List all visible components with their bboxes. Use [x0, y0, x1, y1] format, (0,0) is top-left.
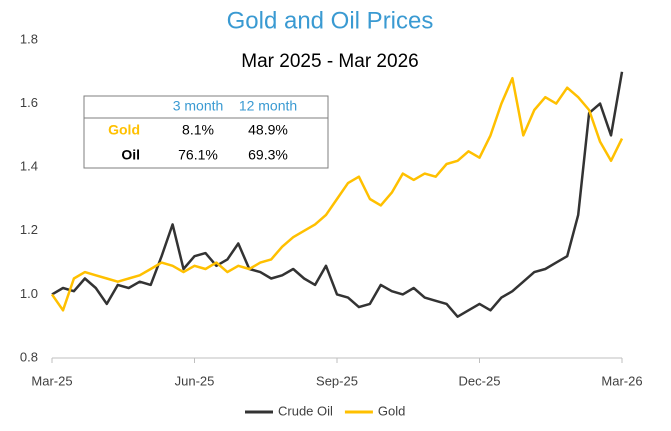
chart-subtitle: Mar 2025 - Mar 2026 — [241, 51, 418, 72]
table-cell: 8.1% — [182, 122, 214, 138]
table-header: 3 month — [173, 98, 224, 114]
chart-title: Gold and Oil Prices — [227, 7, 434, 34]
y-tick-label: 1.4 — [20, 159, 38, 174]
y-tick-label: 0.8 — [20, 349, 38, 364]
table-row-label: Gold — [108, 122, 140, 138]
series-line — [50, 76, 624, 312]
y-tick-label: 1.2 — [20, 222, 38, 237]
y-tick-label: 1.0 — [20, 286, 38, 301]
x-tick-label: Mar-26 — [601, 373, 642, 388]
table-header: 12 month — [239, 98, 297, 114]
table-row-label: Oil — [121, 147, 140, 163]
series-line — [51, 71, 624, 318]
x-tick-label: Mar-25 — [31, 373, 72, 388]
table-cell: 76.1% — [178, 147, 218, 163]
x-tick-label: Jun-25 — [175, 373, 215, 388]
x-tick-label: Sep-25 — [316, 373, 358, 388]
table-cell: 48.9% — [248, 122, 288, 138]
table-cell: 69.3% — [248, 147, 288, 163]
legend-label: Gold — [378, 403, 405, 418]
x-tick-label: Dec-25 — [459, 373, 501, 388]
legend-label: Crude Oil — [278, 403, 333, 418]
table-frame — [83, 95, 329, 169]
y-tick-label: 1.6 — [20, 95, 38, 110]
y-tick-label: 1.8 — [20, 31, 38, 46]
